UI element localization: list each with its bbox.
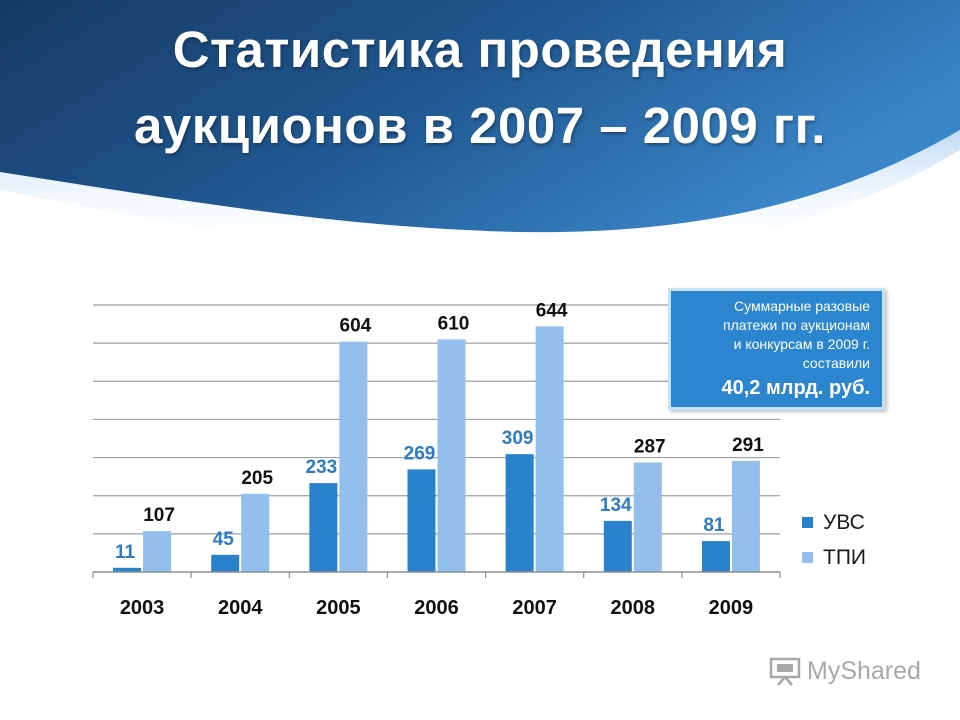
bar-tpi-2007 (535, 326, 564, 572)
value-label-uvs-2006: 269 (404, 443, 436, 464)
page-title-line-1: Статистика проведения (172, 21, 788, 78)
legend-item-uvs: УВС (802, 505, 866, 540)
bar-tpi-2005 (339, 341, 368, 572)
value-label-tpi-2009: 291 (732, 435, 764, 456)
x-tick-label-2004: 2004 (218, 597, 263, 619)
bar-tpi-2009 (731, 461, 760, 572)
legend-swatch-tpi (802, 552, 813, 563)
summary-callout: Суммарные разовые платежи по аукционам и… (668, 288, 885, 410)
bar-tpi-2006 (437, 339, 466, 572)
chart-value-labels: 11 107 45 205 233 604 269 610 309 644 134 287 81 291 (115, 300, 764, 562)
bar-uvs-2004 (211, 554, 240, 572)
x-tick-label-2008: 2008 (611, 597, 656, 619)
chart-bars (113, 326, 760, 572)
watermark: MyShared (768, 656, 921, 686)
bar-uvs-2008 (603, 520, 632, 572)
x-tick-label-2006: 2006 (414, 597, 459, 619)
presentation-board-icon (769, 657, 801, 686)
legend-label-tpi: ТПИ (823, 545, 867, 569)
value-label-uvs-2003: 11 (115, 542, 136, 563)
bar-tpi-2004 (241, 493, 270, 572)
legend-item-tpi: ТПИ (802, 540, 866, 575)
bar-uvs-2005 (309, 483, 338, 572)
value-label-tpi-2004: 205 (241, 468, 273, 489)
value-label-tpi-2006: 610 (438, 313, 470, 334)
bar-tpi-2003 (143, 531, 172, 572)
x-tick-label-2005: 2005 (316, 597, 361, 619)
bar-uvs-2003 (113, 567, 142, 572)
value-label-tpi-2008: 287 (634, 437, 666, 458)
bar-uvs-2009 (701, 541, 730, 572)
value-label-tpi-2003: 107 (143, 505, 175, 526)
x-tick-label-2003: 2003 (120, 597, 165, 619)
bar-tpi-2008 (633, 462, 662, 572)
chart-legend: УВС ТПИ (802, 505, 866, 575)
value-label-uvs-2005: 233 (306, 457, 338, 478)
x-tick-label-2007: 2007 (512, 597, 557, 619)
value-label-uvs-2008: 134 (600, 495, 632, 516)
chart-x-axis: 2003 2004 2005 2006 2007 2008 2009 (92, 571, 781, 619)
value-label-uvs-2009: 81 (703, 515, 725, 536)
callout-text: Суммарные разовые платежи по аукционам и… (723, 298, 870, 371)
callout-amount: 40,2 млрд. руб. (721, 377, 871, 399)
value-label-uvs-2004: 45 (213, 529, 235, 550)
bar-uvs-2007 (505, 454, 534, 572)
x-tick-label-2009: 2009 (709, 597, 754, 619)
chart-gridlines (93, 304, 780, 535)
value-label-tpi-2005: 604 (340, 316, 372, 337)
page-title-line-2: аукционов в 2007 – 2009 гг. (134, 97, 826, 154)
bar-uvs-2006 (407, 469, 436, 572)
legend-label-uvs: УВС (823, 510, 865, 534)
value-label-uvs-2007: 309 (502, 428, 534, 449)
watermark-text: MyShared (807, 656, 921, 685)
value-label-tpi-2007: 644 (536, 300, 568, 321)
legend-swatch-uvs (802, 517, 813, 528)
